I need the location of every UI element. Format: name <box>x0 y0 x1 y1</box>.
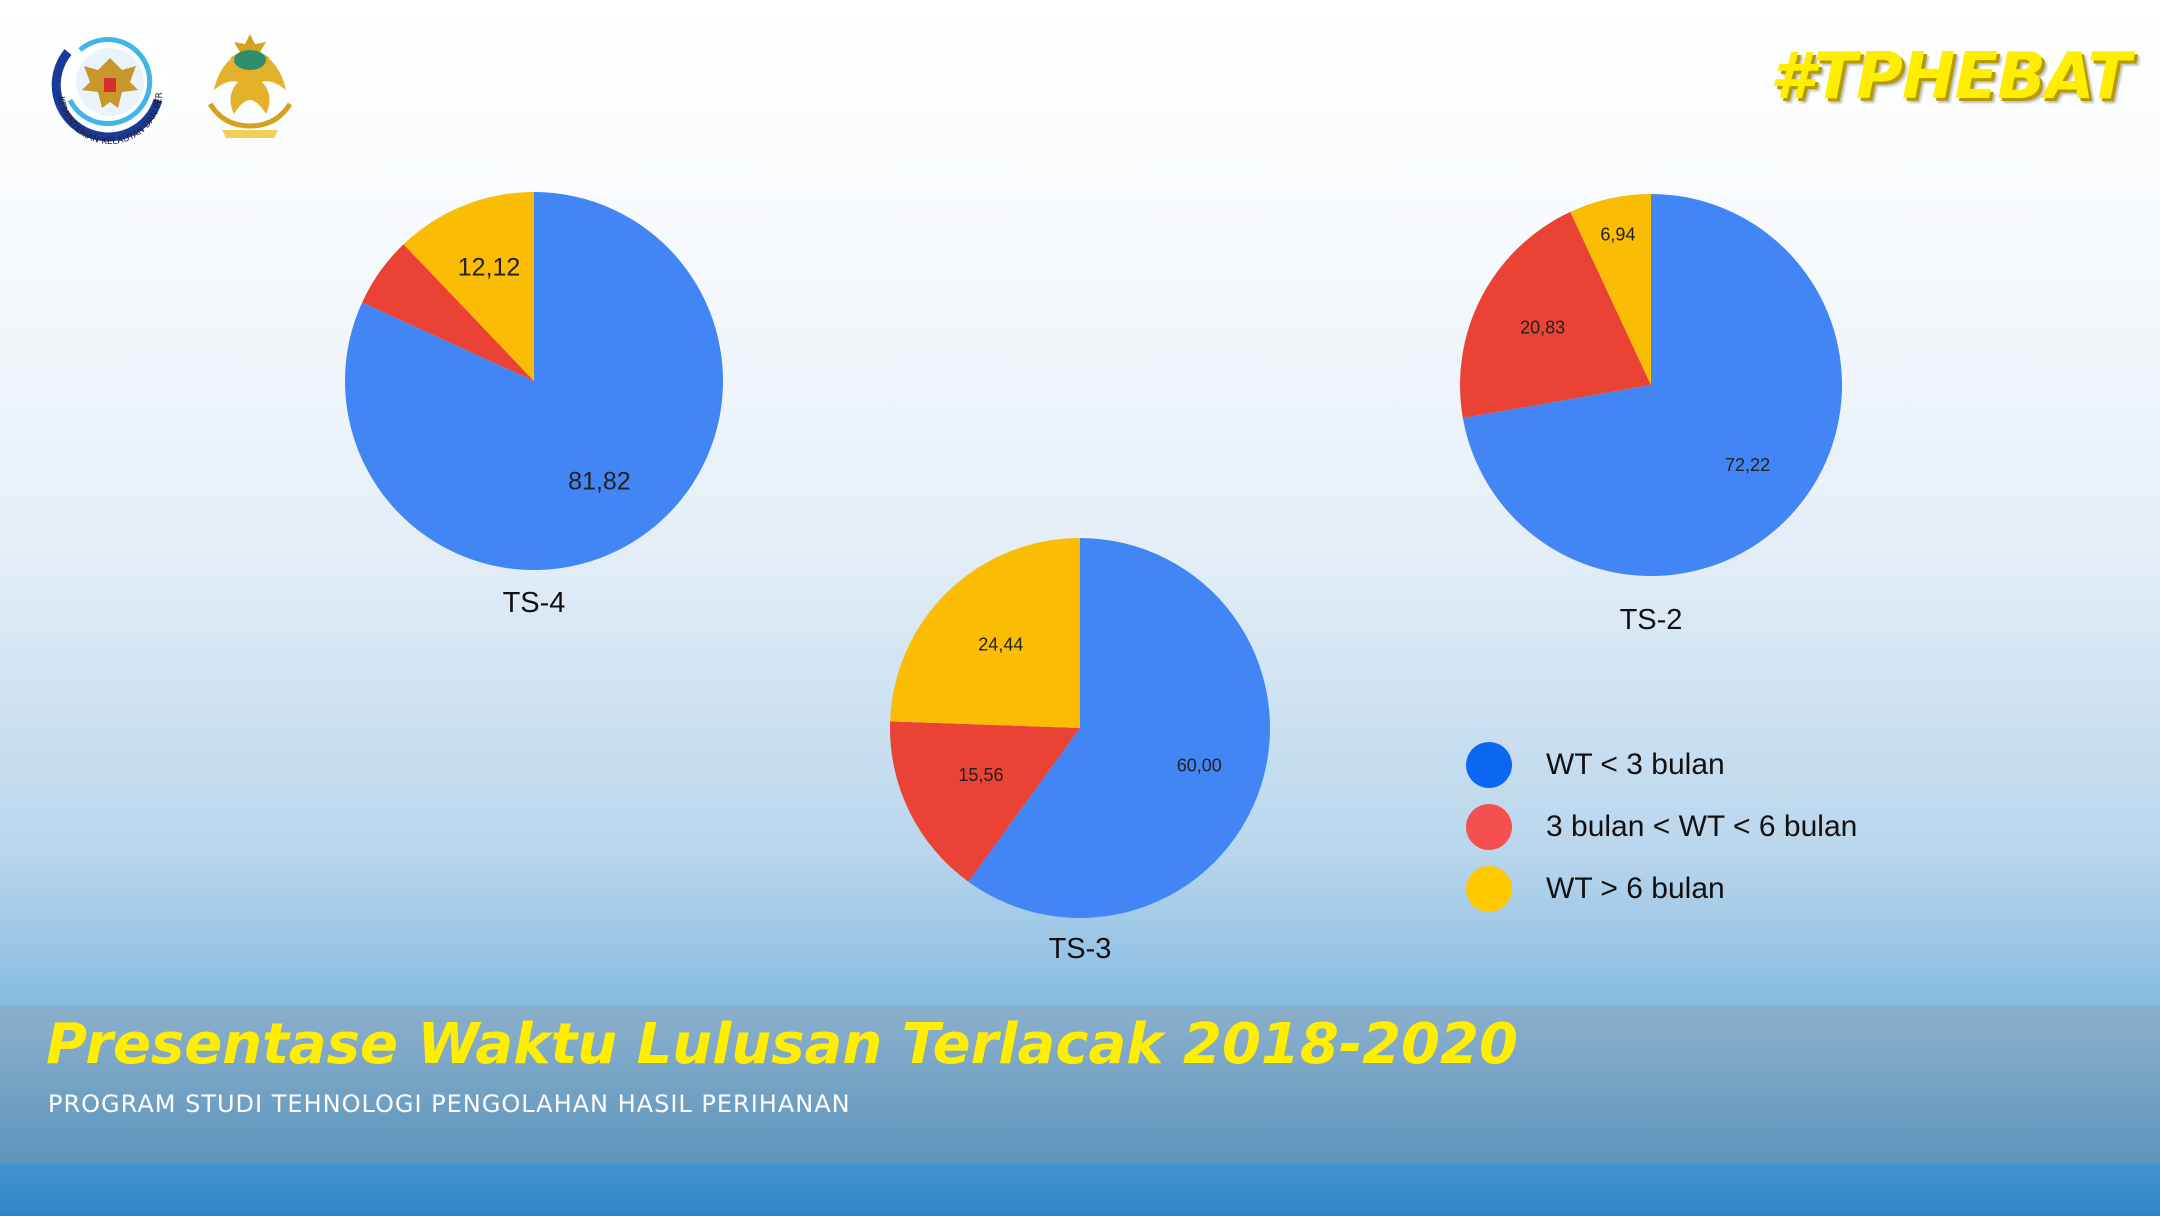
data-label-ts-3-0: 60,00 <box>1177 756 1222 776</box>
data-label-ts-4-2: 12,12 <box>458 253 521 281</box>
title-band <box>0 1006 2160 1164</box>
pie-slice-ts-3-wt-6-bulan <box>890 538 1080 728</box>
pie-slice-ts-3-wt-3-bulan <box>968 538 1270 919</box>
pie-slice-ts-4-3-bulan-wt-6-bulan <box>362 244 534 381</box>
data-label-ts-4-0: 81,82 <box>568 467 631 495</box>
pie-slice-ts-3-3-bulan-wt-6-bulan <box>890 721 1080 882</box>
data-label-ts-2-1: 20,83 <box>1520 317 1565 337</box>
chart-title-ts-2: TS-2 <box>1620 604 1683 636</box>
pie-slice-ts-2-3-bulan-wt-6-bulan <box>1460 211 1651 419</box>
hashtag-badge: #TPHEBAT <box>1769 40 2131 114</box>
data-label-ts-3-2: 24,44 <box>978 635 1023 655</box>
legend-swatch-blue <box>1466 742 1512 788</box>
legend-item-over-6-months: WT > 6 bulan <box>1466 858 1857 920</box>
pie-chart-ts-2: 72,22 20,83 6,94 TS-2 <box>1460 194 1843 636</box>
chart-title-ts-4: TS-4 <box>503 587 566 619</box>
data-label-ts-2-2: 6,94 <box>1600 225 1635 245</box>
pie-slice-ts-2-wt-3-bulan <box>1462 194 1843 576</box>
pie-chart-ts-3: 60,00 15,56 24,44 TS-3 <box>890 538 1270 965</box>
kkp-logo: KEMENTERIAN KELAUTAN DAN PERIKANAN <box>40 22 168 147</box>
polytechnic-emblem <box>207 34 293 138</box>
chart-title-ts-3: TS-3 <box>1049 933 1112 965</box>
legend-label: WT > 6 bulan <box>1546 872 1725 905</box>
data-label-ts-2-0: 72,22 <box>1725 455 1770 475</box>
legend-label: 3 bulan < WT < 6 bulan <box>1546 810 1858 843</box>
pie-slice-ts-4-wt-6-bulan <box>403 192 534 381</box>
legend-item-under-3-months: WT < 3 bulan <box>1466 734 1857 796</box>
legend-item-3-to-6-months: 3 bulan < WT < 6 bulan <box>1466 796 1857 858</box>
chart-legend: WT < 3 bulan 3 bulan < WT < 6 bulan WT >… <box>1466 734 1857 920</box>
slide-subtitle: PROGRAM STUDI TEHNOLOGI PENGOLAHAN HASIL… <box>48 1090 851 1118</box>
data-label-ts-3-1: 15,56 <box>958 765 1003 785</box>
legend-label: WT < 3 bulan <box>1546 748 1725 781</box>
slide-title: Presentase Waktu Lulusan Terlacak 2018-2… <box>46 1012 1518 1077</box>
pie-slice-ts-2-wt-6-bulan <box>1570 194 1651 385</box>
pie-chart-ts-4: 81,82 12,12 TS-4 <box>345 192 723 619</box>
legend-swatch-red <box>1466 804 1512 850</box>
legend-swatch-yellow <box>1466 866 1512 912</box>
